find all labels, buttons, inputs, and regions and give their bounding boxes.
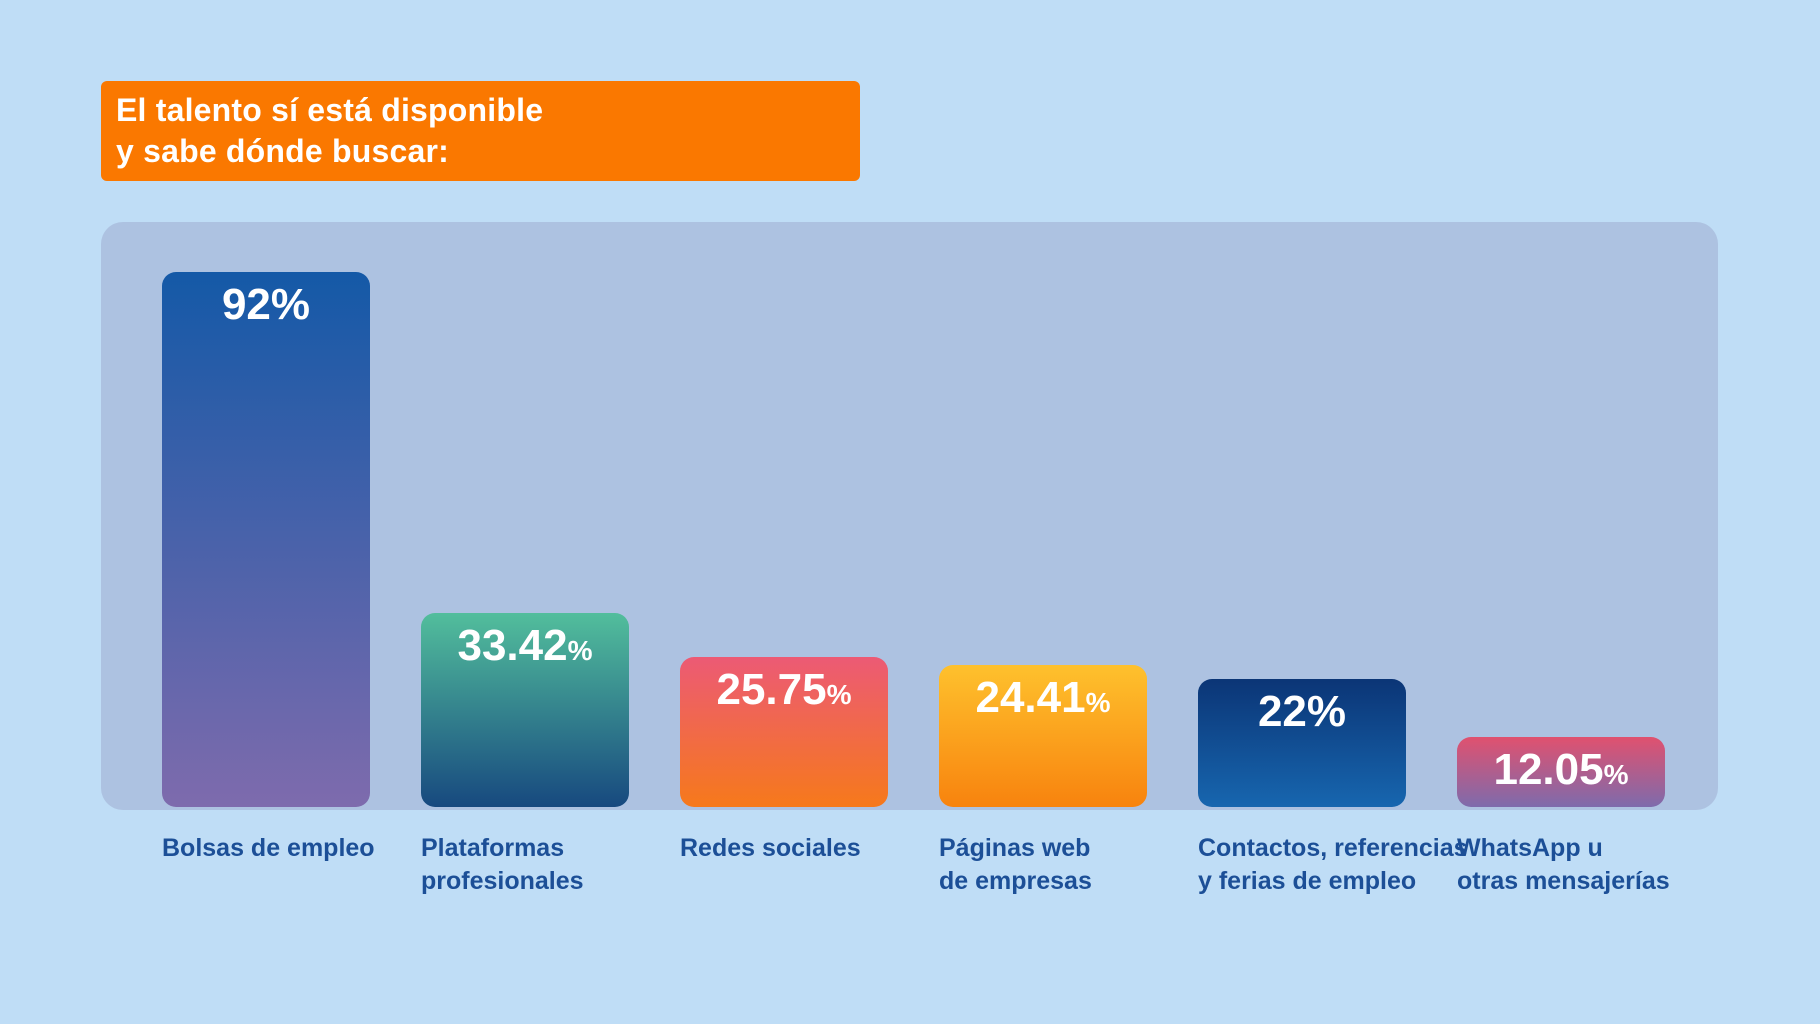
category-label-line: Plataformas: [421, 834, 565, 862]
percent-sign: %: [270, 280, 311, 329]
bar-6: 12.05%: [1457, 737, 1665, 807]
bar-value: 33.42%: [457, 621, 593, 670]
bar-4: 24.41%: [939, 665, 1147, 807]
percent-sign: %: [1085, 687, 1111, 718]
category-label-3: Redes sociales: [680, 832, 888, 898]
percent-sign: %: [1603, 759, 1629, 790]
title-line-2: y sabe dónde buscar:: [116, 133, 449, 169]
bar-value: 22%: [1257, 687, 1347, 736]
category-label-2: Plataformas profesionales: [421, 832, 629, 898]
title-line-1: El talento sí está disponible: [116, 92, 544, 128]
category-labels-row: Bolsas de empleo Plataformas profesionales…: [162, 832, 1670, 898]
category-label-line: Redes sociales: [680, 834, 861, 862]
category-label-6: WhatsApp u otras mensajerías: [1457, 832, 1670, 898]
bar-1: 92%: [162, 272, 370, 807]
bars-container: 92% 33.42% 25.75% 24.41% 22% 12.05%: [162, 272, 1665, 807]
percent-sign: %: [826, 679, 852, 710]
category-label-line: WhatsApp u: [1457, 834, 1603, 862]
bar-2: 33.42%: [421, 613, 629, 807]
category-label-line: Páginas web: [939, 834, 1091, 862]
bar-value: 12.05%: [1493, 745, 1629, 794]
chart-panel: 92% 33.42% 25.75% 24.41% 22% 12.05%: [101, 222, 1718, 810]
category-label-line: de empresas: [939, 867, 1092, 895]
bar-3: 25.75%: [680, 657, 888, 807]
percent-sign: %: [1306, 687, 1347, 736]
percent-sign: %: [567, 635, 593, 666]
category-label-5: Contactos, referencias y ferias de empleo: [1198, 832, 1468, 898]
bar-value: 24.41%: [975, 673, 1111, 722]
category-label-4: Páginas web de empresas: [939, 832, 1147, 898]
bar-value: 25.75%: [716, 665, 852, 714]
bar-value: 92%: [221, 280, 311, 329]
category-label-line: otras mensajerías: [1457, 867, 1670, 895]
category-label-line: Contactos, referencias: [1198, 834, 1468, 862]
category-label-line: Bolsas de empleo: [162, 834, 375, 862]
header-banner: El talento sí está disponible y sabe dón…: [101, 81, 860, 181]
bar-5: 22%: [1198, 679, 1406, 807]
category-label-line: y ferias de empleo: [1198, 867, 1417, 895]
category-label-1: Bolsas de empleo: [162, 832, 375, 898]
category-label-line: profesionales: [421, 867, 584, 895]
